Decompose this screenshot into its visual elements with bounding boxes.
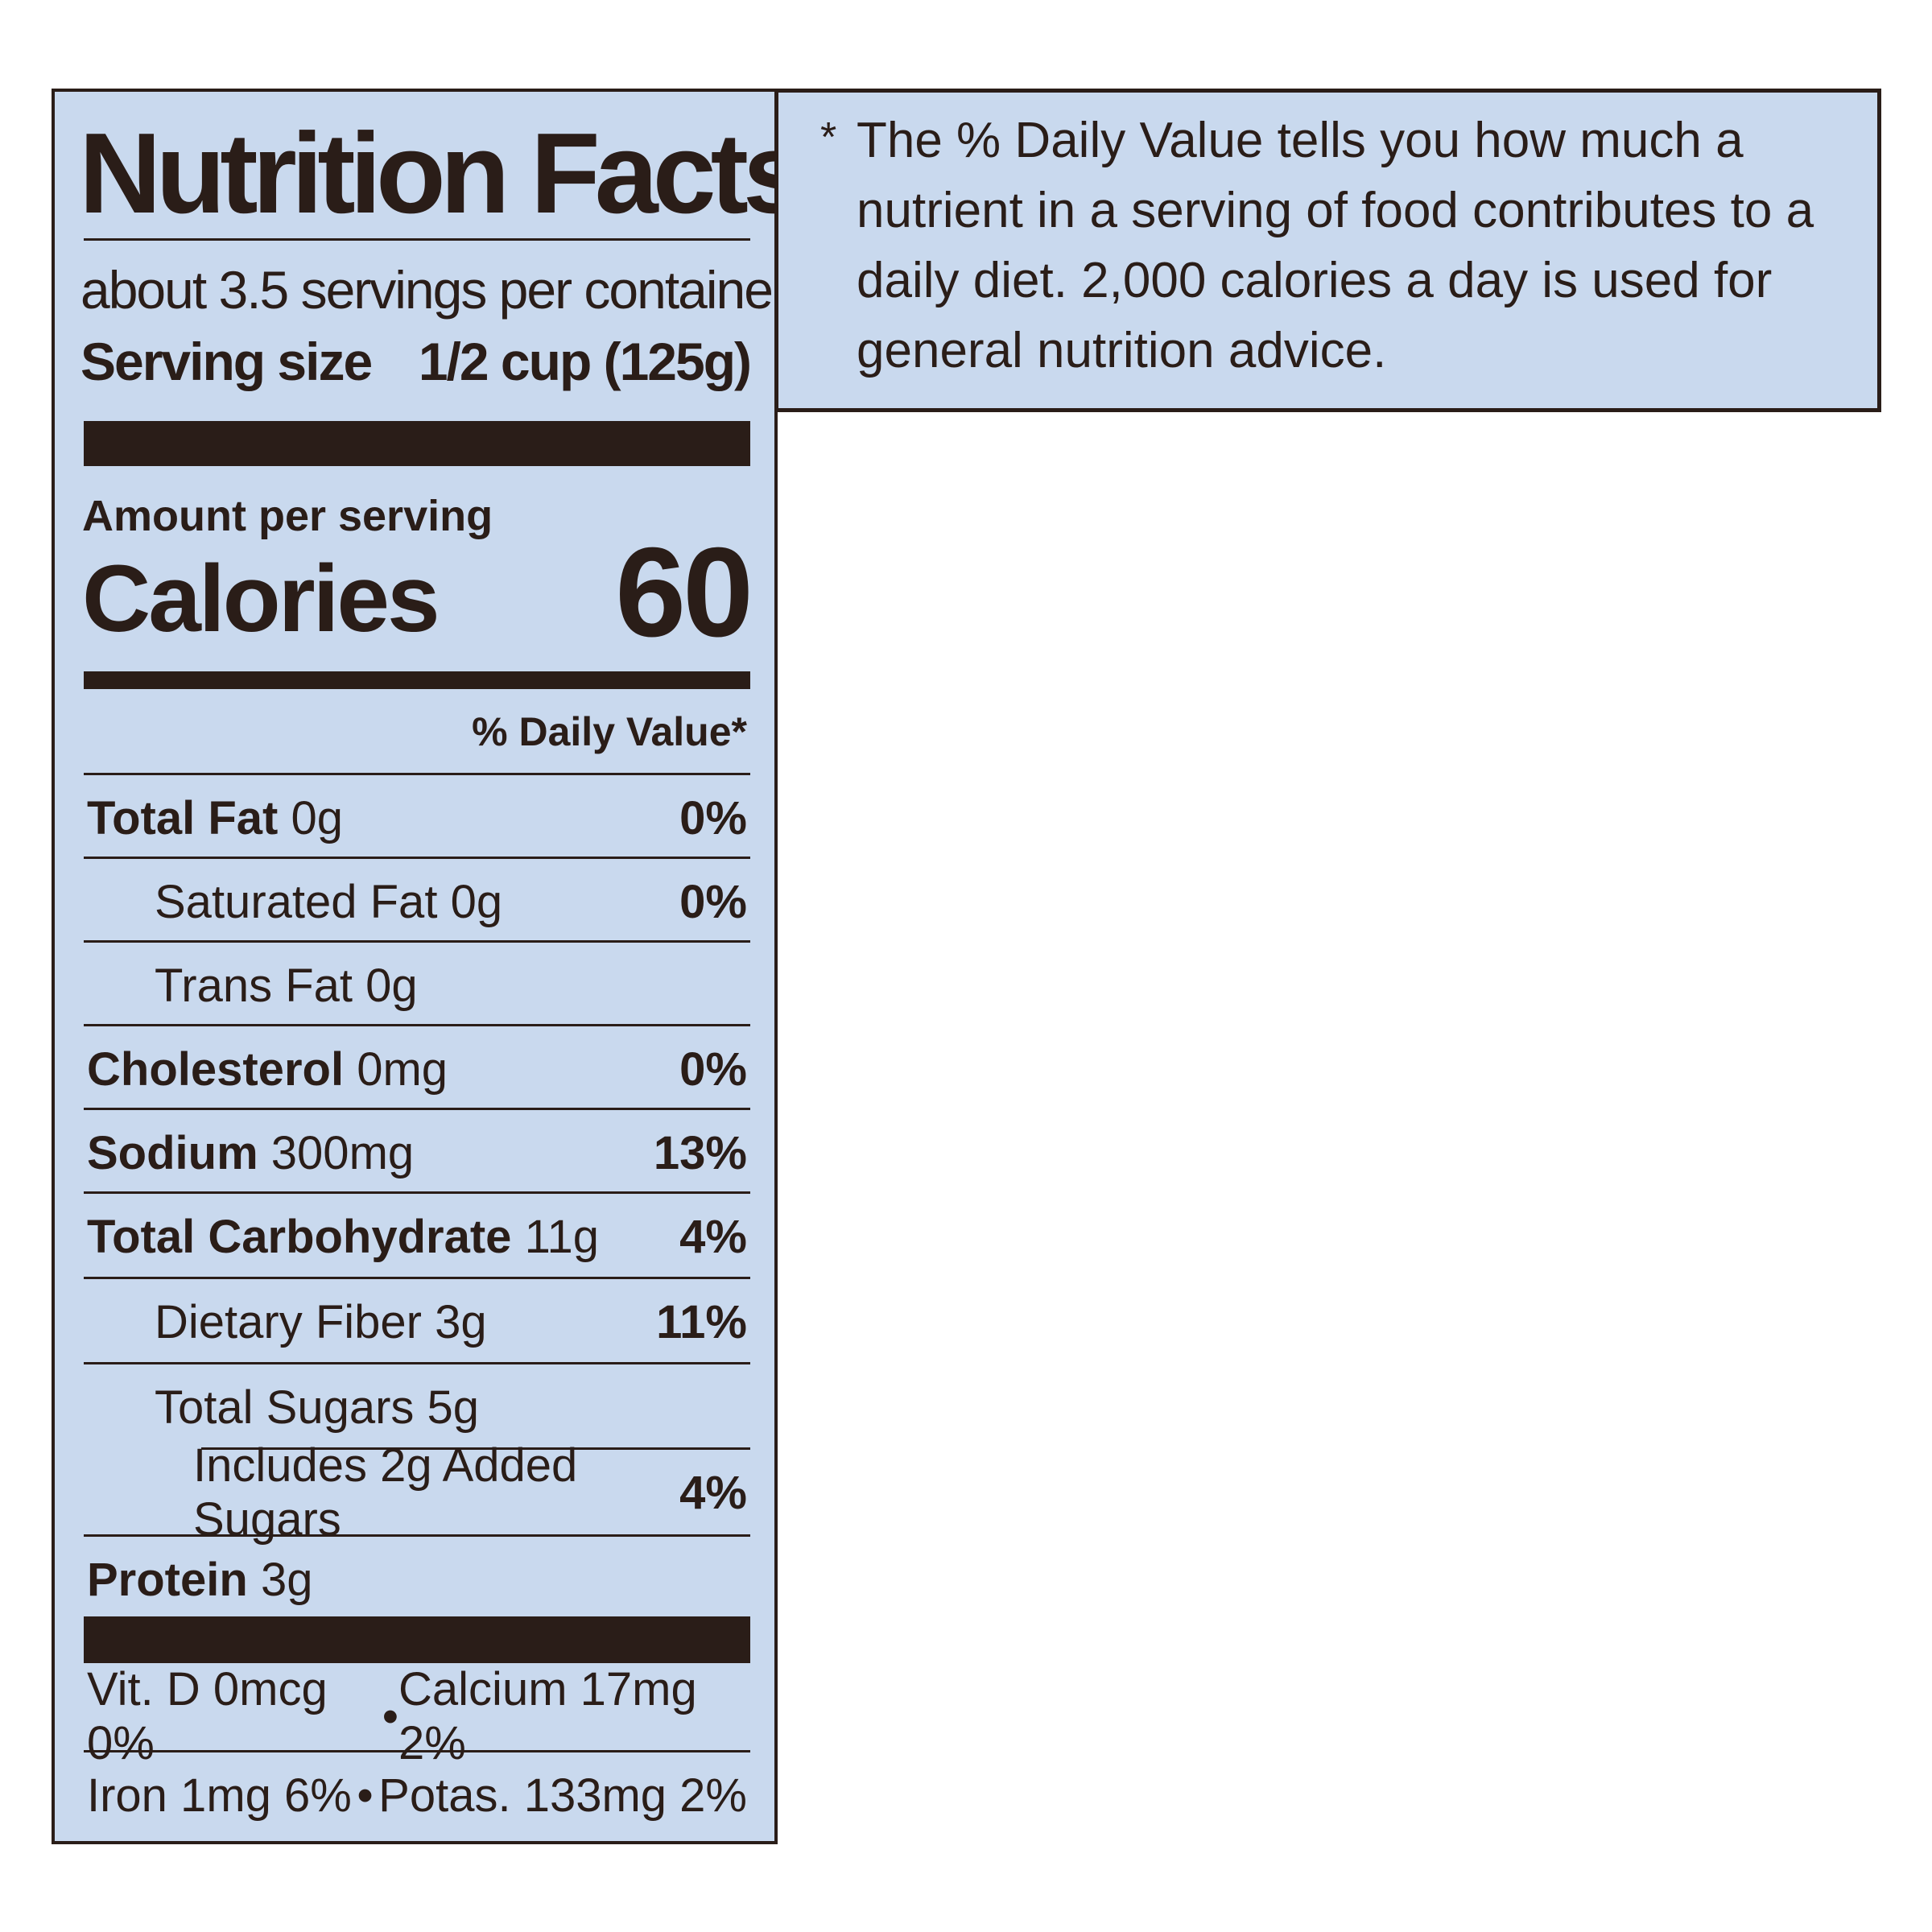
nutrient-name: Saturated Fat bbox=[155, 875, 438, 928]
nutrient-name: Protein bbox=[87, 1553, 248, 1606]
nutrient-amount: 3g bbox=[435, 1295, 487, 1348]
nutrient-row-cholesterol: Cholesterol 0mg 0% bbox=[87, 1027, 747, 1111]
label-title: Nutrition Facts bbox=[79, 109, 807, 237]
divider bbox=[84, 940, 750, 943]
nutrient-name: Total Fat bbox=[87, 791, 279, 844]
nutrient-dv: 0% bbox=[679, 791, 747, 844]
daily-value-header: % Daily Value* bbox=[472, 709, 747, 754]
nutrient-amount: 0g bbox=[365, 959, 418, 1012]
bullet: • bbox=[382, 1690, 399, 1743]
nutrient-row-total-fat: Total Fat 0g 0% bbox=[87, 776, 747, 860]
micronutrient-left: Vit. D 0mcg 0% bbox=[87, 1663, 328, 1769]
micronutrient-row: Vit. D 0mcg 0% • Calcium 17mg 2% bbox=[87, 1663, 747, 1769]
amount-per-serving: Amount per serving bbox=[82, 492, 493, 540]
nutrient-name: Cholesterol bbox=[87, 1042, 345, 1096]
divider bbox=[84, 773, 750, 775]
nutrient-dv: 11% bbox=[656, 1295, 747, 1348]
divider bbox=[201, 1447, 750, 1450]
nutrient-row-protein: Protein 3g bbox=[87, 1538, 747, 1621]
nutrient-name: Trans Fat bbox=[155, 959, 353, 1012]
nutrient-amount: 0g bbox=[450, 875, 503, 928]
nutrient-name: Total Carbohydrate bbox=[87, 1210, 512, 1263]
thick-divider bbox=[84, 1616, 750, 1663]
footnote-line: The % Daily Value tells you how much a bbox=[857, 113, 1744, 168]
nutrient-amount: 0g bbox=[291, 791, 343, 844]
nutrient-row-sodium: Sodium 300mg 13% bbox=[87, 1111, 747, 1195]
nutrient-name: Includes 2g Added Sugars bbox=[193, 1439, 578, 1546]
servings-per-container: about 3.5 servings per container bbox=[80, 260, 790, 320]
footnote-line: general nutrition advice. bbox=[857, 323, 1387, 378]
bullet: • bbox=[357, 1769, 374, 1822]
nutrient-amount: 0mg bbox=[357, 1042, 448, 1096]
nutrient-row-total-sugars: Total Sugars 5g bbox=[155, 1365, 747, 1449]
footnote-asterisk: * bbox=[820, 114, 837, 161]
nutrient-name: Total Sugars bbox=[155, 1381, 415, 1434]
nutrient-dv: 13% bbox=[653, 1126, 747, 1179]
nutrient-amount: 300mg bbox=[270, 1126, 415, 1179]
micronutrient-right: Calcium 17mg 2% bbox=[398, 1663, 697, 1769]
nutrient-dv: 4% bbox=[679, 1210, 747, 1263]
nutrient-row-saturated-fat: Saturated Fat 0g 0% bbox=[155, 860, 747, 943]
divider bbox=[84, 1362, 750, 1364]
nutrient-amount: 11g bbox=[524, 1210, 600, 1263]
nutrition-facts-panel: Nutrition Facts about 3.5 servings per c… bbox=[52, 89, 807, 1844]
divider bbox=[84, 857, 750, 859]
nutrient-name: Dietary Fiber bbox=[155, 1295, 422, 1348]
nutrient-amount: 5g bbox=[427, 1381, 480, 1434]
divider bbox=[84, 1277, 750, 1279]
divider bbox=[84, 1024, 750, 1026]
medium-divider bbox=[84, 671, 750, 689]
nutrient-dv: 0% bbox=[679, 875, 747, 928]
divider bbox=[84, 1750, 750, 1752]
calories-value: 60 bbox=[615, 522, 753, 663]
calories-label: Calories bbox=[82, 546, 440, 652]
divider bbox=[84, 1108, 750, 1110]
nutrient-row-trans-fat: Trans Fat 0g bbox=[155, 943, 747, 1027]
nutrient-row-added-sugars: Includes 2g Added Sugars 4% bbox=[193, 1439, 747, 1546]
micronutrient-left: Iron 1mg 6% bbox=[87, 1769, 352, 1822]
divider bbox=[84, 238, 750, 241]
nutrient-row-total-carbohydrate: Total Carbohydrate 11g 4% bbox=[87, 1195, 747, 1278]
micronutrient-row: Iron 1mg 6% • Potas. 133mg 2% bbox=[87, 1753, 747, 1837]
nutrient-amount: 3g bbox=[260, 1553, 313, 1606]
footnote-line: daily diet. 2,000 calories a day is used… bbox=[857, 253, 1773, 308]
divider bbox=[84, 1534, 750, 1537]
serving-size-value: 1/2 cup (125g) bbox=[418, 332, 752, 391]
footnote-line: nutrient in a serving of food contribute… bbox=[857, 183, 1814, 238]
micronutrient-right: Potas. 133mg 2% bbox=[378, 1769, 747, 1822]
serving-size-label: Serving size bbox=[80, 332, 373, 391]
daily-value-footnote: * The % Daily Value tells you how much a… bbox=[774, 89, 1881, 412]
divider bbox=[84, 1191, 750, 1194]
nutrient-name: Sodium bbox=[87, 1126, 258, 1179]
nutrient-row-dietary-fiber: Dietary Fiber 3g 11% bbox=[155, 1280, 747, 1364]
nutrient-dv: 4% bbox=[679, 1466, 747, 1519]
thick-divider bbox=[84, 421, 750, 466]
nutrient-dv: 0% bbox=[679, 1042, 747, 1096]
